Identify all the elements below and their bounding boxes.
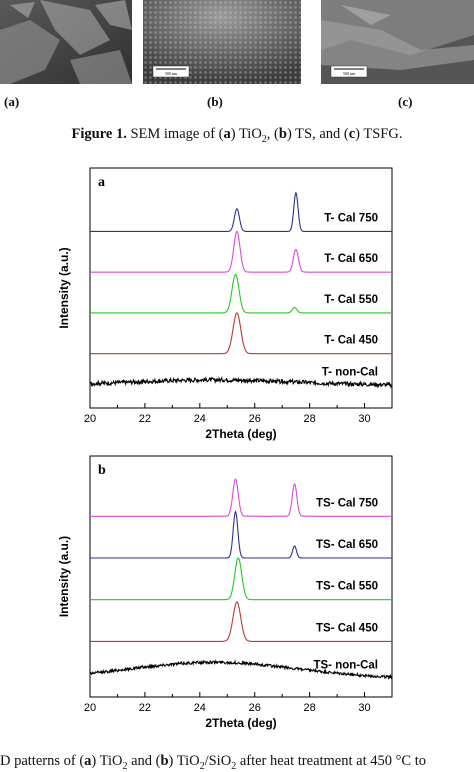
sem-image-a	[0, 0, 132, 84]
series-line	[90, 191, 392, 232]
caption-text: ) TiO	[91, 753, 123, 769]
caption-text: a	[223, 126, 231, 142]
x-tick-label: 28	[304, 702, 316, 714]
series-line	[90, 312, 392, 355]
x-tick-label: 20	[84, 702, 96, 714]
xrd-chart-a-svg: 20 22 24 26 28 30 2Theta (deg) Intensity (a.u.)…	[57, 167, 393, 441]
caption-text: b	[278, 126, 287, 142]
caption-text: /SiO	[204, 753, 232, 769]
caption-text: and (	[127, 753, 161, 769]
caption-text: ) TS, and (	[286, 126, 349, 142]
caption-text: after heat treatment at 450 °C to	[236, 753, 426, 769]
series-label: TS- Cal 650	[316, 539, 378, 551]
series-label: TS- Cal 550	[316, 581, 378, 593]
caption-text: a	[84, 753, 92, 769]
x-tick-label: 24	[194, 702, 206, 714]
sem-image-c: 500 nm	[321, 0, 474, 84]
xrd-chart-b-svg: 20 22 24 26 28 30 2Theta (deg) Intensity (a.u.)…	[57, 455, 393, 730]
x-tick-label: 22	[139, 413, 151, 425]
figure-1-label: Figure 1.	[71, 126, 127, 142]
series-line	[90, 231, 392, 273]
series-label: T- Cal 650	[324, 253, 378, 265]
scale-bar-label-b: 500 nm	[165, 71, 178, 76]
x-tick-label: 24	[194, 413, 206, 425]
caption-subscript: 2	[199, 760, 205, 772]
x-tick-label: 28	[304, 413, 316, 425]
panel-label-b: (b)	[207, 94, 223, 109]
panel-label-a: (a)	[4, 94, 20, 109]
xrd-chart-b: 20 22 24 26 28 30 2Theta (deg) Intensity (a.u.)…	[0, 452, 474, 747]
x-axis-label: 2Theta (deg)	[205, 427, 276, 441]
series-label: T- non-Cal	[322, 366, 378, 378]
caption-text: , (	[266, 126, 279, 142]
figure-2-caption: D patterns of (a) TiO2 and (b) TiO2/SiO2…	[0, 753, 474, 772]
series-label: TS- Cal 750	[316, 497, 378, 509]
series-label: T- Cal 750	[324, 212, 378, 224]
series-label: TS- Cal 450	[316, 622, 378, 634]
panel-label-c: (c)	[398, 94, 413, 109]
series-line	[90, 478, 392, 517]
plot-frame	[89, 455, 393, 698]
scale-bar-label-c: 500 nm	[343, 71, 356, 76]
x-tick-label: 22	[139, 702, 151, 714]
caption-subscript: 2	[261, 133, 267, 145]
caption-text: ) TSFG.	[355, 126, 403, 142]
caption-text: D patterns of (	[0, 753, 85, 769]
xrd-chart-a: 20 22 24 26 28 30 2Theta (deg) Intensity (a.u.)…	[0, 160, 474, 450]
series-label: TS- non-Cal	[313, 659, 378, 671]
x-tick-label: 26	[249, 413, 261, 425]
caption-subscript: 2	[231, 760, 237, 772]
chart-panel-letter: b	[98, 463, 106, 478]
x-axis-label: 2Theta (deg)	[205, 716, 276, 730]
chart-panel-letter: a	[98, 175, 105, 190]
series-line	[89, 658, 393, 681]
x-tick-label: 30	[358, 702, 370, 714]
series-line	[90, 510, 392, 559]
caption-text: SEM image of (	[126, 126, 224, 142]
series-line	[90, 601, 392, 642]
series-line	[90, 273, 392, 314]
caption-text: b	[160, 753, 169, 769]
caption-text: ) TiO	[230, 126, 262, 142]
series-label: T- Cal 550	[324, 294, 378, 306]
caption-subscript: 2	[122, 760, 128, 772]
caption-text: c	[348, 126, 356, 142]
x-tick-label: 30	[358, 413, 370, 425]
sem-image-b: 500 nm	[143, 0, 301, 84]
y-axis-label: Intensity (a.u.)	[57, 536, 71, 617]
figure-1-caption: Figure 1. SEM image of (a) TiO2, (b) TS,…	[0, 126, 474, 145]
caption-text: ) TiO	[168, 753, 200, 769]
x-tick-label: 26	[249, 702, 261, 714]
y-axis-label: Intensity (a.u.)	[57, 247, 71, 328]
x-tick-label: 20	[84, 413, 96, 425]
series-label: T- Cal 450	[324, 335, 378, 347]
series-line	[89, 376, 393, 389]
plot-frame	[89, 167, 393, 409]
series-line	[90, 557, 392, 601]
